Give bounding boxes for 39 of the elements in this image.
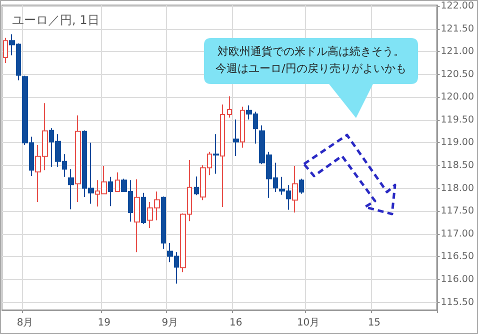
y-tick-label: 117.50 bbox=[440, 206, 474, 217]
y-tick-label: 122.00 bbox=[440, 0, 474, 12]
candlestick bbox=[220, 104, 225, 208]
y-tick-label: 116.50 bbox=[440, 251, 474, 262]
candlestick bbox=[194, 176, 199, 196]
text: ユーロ／円, 1日 bbox=[12, 13, 100, 27]
candlestick bbox=[213, 134, 219, 174]
candlestick bbox=[108, 176, 113, 207]
candlestick bbox=[141, 192, 146, 224]
y-tick-label: 117.00 bbox=[440, 228, 474, 240]
candlestick bbox=[227, 96, 232, 118]
candlestick bbox=[115, 172, 120, 192]
y-tick-label: 121.00 bbox=[440, 46, 474, 58]
candlestick bbox=[292, 165, 298, 213]
candlestick bbox=[161, 196, 166, 250]
candlestick bbox=[68, 168, 74, 210]
y-tick-label: 116.00 bbox=[440, 274, 474, 285]
y-tick-label: 118.50 bbox=[440, 160, 474, 172]
candlestick bbox=[299, 178, 304, 194]
annotation: 今週はユーロ/円の戻り売りがよいかも bbox=[214, 61, 408, 77]
y-tick-label: 120.50 bbox=[440, 68, 474, 80]
candlestick bbox=[240, 106, 245, 148]
x-tick-label: 19 bbox=[98, 318, 110, 328]
candlestick bbox=[134, 178, 140, 253]
y-tick-label: 119.00 bbox=[440, 137, 474, 148]
x-tick-label: 9月 bbox=[162, 318, 178, 328]
y-tick-label: 120.00 bbox=[440, 92, 474, 103]
y-tick-label: 115.50 bbox=[440, 296, 474, 308]
annotation: 対欧州通貨での米ドル高は続きそう。 bbox=[216, 44, 406, 60]
y-tick-label: 118.00 bbox=[440, 182, 474, 194]
x-tick-label: 15 bbox=[368, 318, 381, 328]
candlestick bbox=[3, 37, 8, 64]
candlestick bbox=[233, 118, 239, 156]
x-tick-label: 10月 bbox=[296, 318, 320, 328]
x-tick-label: 16 bbox=[229, 318, 242, 328]
y-tick-label: 119.50 bbox=[440, 114, 474, 126]
x-tick-label: 8月 bbox=[16, 318, 34, 328]
candlestick bbox=[75, 114, 81, 202]
y-tick-label: 121.50 bbox=[440, 23, 474, 34]
